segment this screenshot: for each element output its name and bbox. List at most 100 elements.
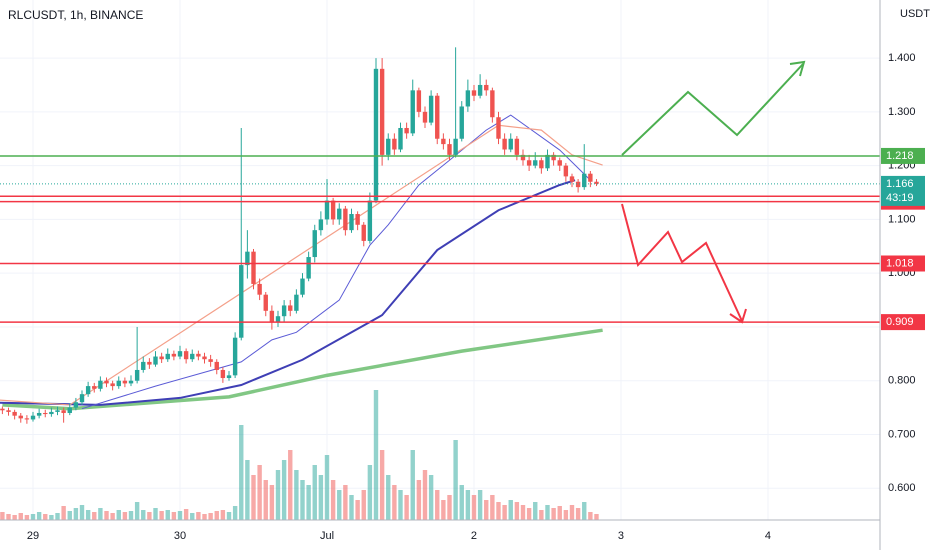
y-tick-label: 1.100 <box>888 213 916 225</box>
candle-body <box>257 283 262 295</box>
volume-bar <box>208 513 213 520</box>
volume-bar <box>520 505 526 520</box>
candle-body <box>471 90 477 96</box>
candle-body <box>526 160 532 166</box>
volume-bar <box>165 510 170 520</box>
volume-bar <box>24 515 30 520</box>
volume-bar <box>471 495 477 520</box>
candle-body <box>128 380 134 384</box>
candle-body <box>220 369 226 379</box>
volume-bar <box>465 490 471 520</box>
volume-bar <box>490 495 495 520</box>
candle-body <box>79 394 85 403</box>
candle-body <box>92 386 97 389</box>
y-tick-label: 0.800 <box>888 375 916 387</box>
volume-bar <box>435 490 440 520</box>
price-label: 1.018 <box>886 257 914 269</box>
candle-body <box>196 353 201 357</box>
candle-body <box>134 369 140 381</box>
candle-body <box>177 351 183 357</box>
volume-bar <box>349 495 354 520</box>
volume-bar <box>588 512 593 520</box>
volume-bar <box>30 514 36 520</box>
candle-body <box>373 68 379 201</box>
candle-body <box>435 95 440 139</box>
candle-body <box>6 410 11 412</box>
candle-body <box>539 160 544 169</box>
time-axis <box>0 520 880 550</box>
volume-bar <box>514 502 520 520</box>
volume-bar <box>6 514 11 520</box>
volume-bar <box>190 513 195 520</box>
candle-body <box>557 160 562 166</box>
candle-body <box>306 257 311 279</box>
candle-body <box>263 294 268 311</box>
volume-bar <box>281 460 287 520</box>
y-axis-label: USDT <box>900 8 930 20</box>
volume-bar <box>477 490 483 520</box>
volume-bar <box>202 514 207 520</box>
price-label-box <box>881 175 925 206</box>
volume-bar <box>67 511 72 520</box>
candle-body <box>147 361 152 365</box>
candle-body <box>441 138 446 145</box>
candle-body <box>588 173 593 182</box>
volume-bar <box>379 450 385 520</box>
candle-body <box>36 412 42 416</box>
moving-average <box>81 114 591 410</box>
candle-body <box>502 138 507 150</box>
candle-body <box>208 359 213 362</box>
volume-bar <box>226 512 232 520</box>
volume-bar <box>49 515 54 520</box>
volume-bar <box>551 508 556 520</box>
candle-body <box>575 181 581 188</box>
volume-bar <box>73 508 79 520</box>
candle-body <box>226 375 232 379</box>
countdown-label: 43:19 <box>886 192 914 204</box>
candle-body <box>582 173 587 188</box>
candle-body <box>337 208 342 220</box>
volume-bar <box>343 485 348 520</box>
moving-average <box>2 328 603 411</box>
candle-body <box>343 208 348 231</box>
candle-body <box>545 154 550 169</box>
candle-body <box>361 224 366 241</box>
candle-body <box>98 380 103 389</box>
candle-body <box>85 386 91 395</box>
candle-body <box>422 111 428 123</box>
volume-bar <box>441 500 446 520</box>
volume-bar <box>367 465 373 520</box>
candle-body <box>416 90 422 112</box>
volume-bar <box>159 511 164 520</box>
volume-bar <box>171 512 177 520</box>
volume-bar <box>361 490 366 520</box>
volume-bar <box>318 475 324 520</box>
candle-body <box>355 214 360 225</box>
volume-bar <box>355 500 360 520</box>
candle-body <box>379 68 385 155</box>
candle-body <box>190 353 195 360</box>
volume-bar <box>153 508 158 520</box>
y-tick-label: 1.400 <box>888 52 916 64</box>
volume-bar <box>43 514 48 520</box>
candle-body <box>312 230 317 258</box>
candle-body <box>116 380 121 387</box>
volume-bar <box>459 485 464 520</box>
candle-body <box>251 251 256 284</box>
y-tick-label: 0.700 <box>888 428 916 440</box>
volume-bar <box>575 508 581 520</box>
volume-bar <box>410 450 415 520</box>
volume-bar <box>386 475 391 520</box>
volume-bar <box>502 505 507 520</box>
candle-body <box>428 95 434 123</box>
candle-body <box>447 144 452 155</box>
candle-body <box>12 411 17 416</box>
candle-body <box>67 407 72 413</box>
candle-body <box>0 408 5 411</box>
volume-bar <box>61 506 66 520</box>
candle-body <box>104 380 109 384</box>
volume-bar <box>55 513 60 520</box>
volume-bar <box>526 508 532 520</box>
volume-bar <box>263 480 268 520</box>
x-tick-label: 2 <box>471 530 477 542</box>
